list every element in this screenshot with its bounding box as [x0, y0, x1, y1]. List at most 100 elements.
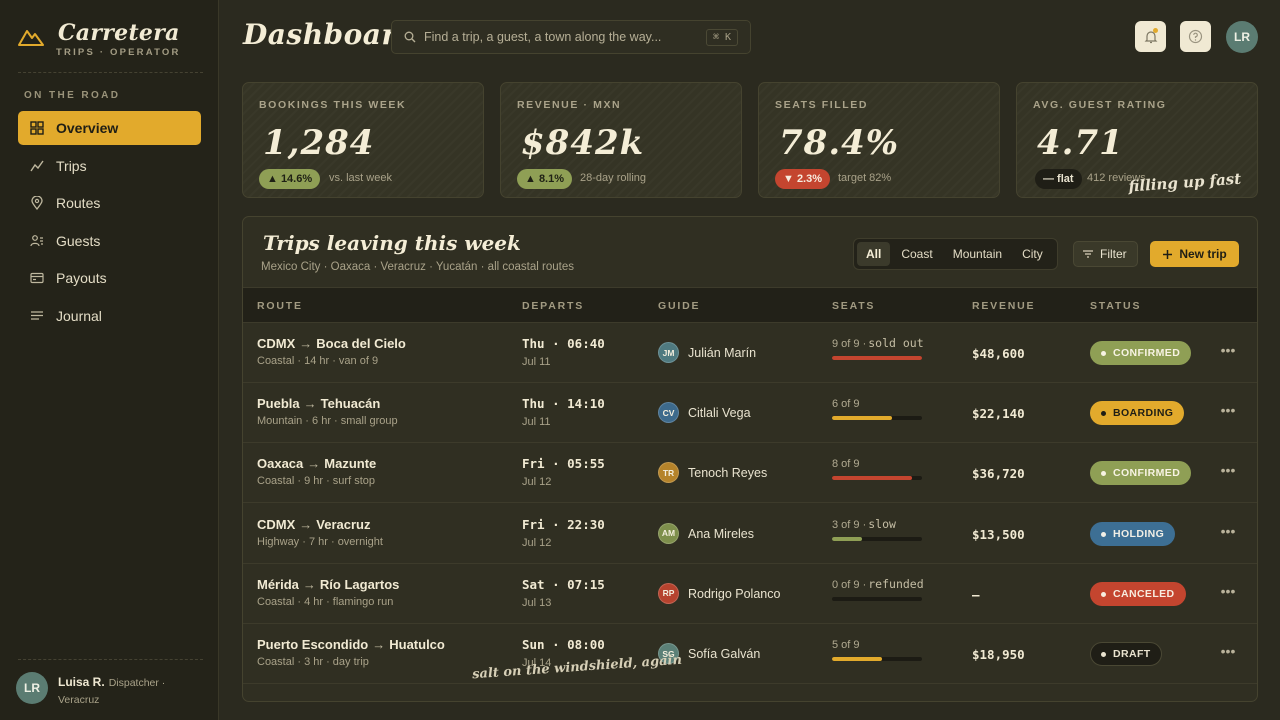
help-icon — [1188, 29, 1203, 44]
column-header-status[interactable]: STATUS — [1090, 300, 1142, 312]
guide-name[interactable]: Ana Mireles — [688, 526, 754, 541]
column-header-route[interactable]: ROUTE — [257, 300, 303, 312]
help-button[interactable] — [1180, 21, 1211, 52]
column-header-departs[interactable]: DEPARTS — [522, 300, 584, 312]
tab-mountain[interactable]: Mountain — [952, 247, 1003, 261]
sidebar-item-trips[interactable]: Trips — [18, 149, 201, 183]
route-to: Tehuacán — [320, 396, 381, 412]
table-row[interactable]: Puerto Escondido → Huatulco Coastal · 3 hr … — [243, 624, 1257, 684]
trip-revenue: — — [972, 586, 980, 602]
stat-label: AVG. GUEST RATING — [1033, 99, 1167, 111]
seats-value: 8 of 9 — [832, 458, 860, 471]
arrow-right-icon: → — [303, 396, 317, 412]
panel-title: Trips leaving this week — [263, 231, 521, 255]
arrow-right-icon: → — [372, 637, 386, 652]
trend-icon — [30, 159, 44, 173]
table-row[interactable]: CDMX → Boca del Cielo Coastal · 14 hr · van… — [243, 323, 1257, 383]
tab-city[interactable]: City — [1022, 247, 1043, 261]
notifications-button[interactable] — [1135, 21, 1166, 52]
user-role-text: Dispatcher · Veracruz — [58, 677, 166, 706]
seats-progress-fill — [832, 416, 893, 421]
delta-badge: ▼ 2.3% — [775, 169, 831, 189]
sidebar-item-label: Trips — [56, 157, 87, 174]
route-name[interactable]: Puebla → Tehuacán — [257, 396, 380, 411]
departure-time: Thu · 06:40 — [522, 336, 605, 351]
arrow-right-icon: → — [302, 576, 316, 592]
sidebar-item-label: Payouts — [56, 270, 107, 286]
route-name[interactable]: Puerto Escondido → Huatulco — [257, 637, 445, 652]
panel-subtitle: Mexico City · Oaxaca · Veracruz · Yucatá… — [261, 261, 574, 273]
table-row[interactable]: Puebla → Tehuacán Mountain · 6 hr · small g… — [243, 383, 1257, 444]
route-name[interactable]: Oaxaca → Mazunte — [257, 456, 376, 471]
route-name[interactable]: CDMX → Veracruz — [257, 517, 370, 532]
stat-card-rating: AVG. GUEST RATING 4.71 — flat 412 review… — [1016, 82, 1258, 198]
sidebar-item-payouts[interactable]: Payouts — [18, 261, 201, 295]
sidebar-item-guests[interactable]: Guests — [18, 224, 201, 258]
trip-revenue: $18,950 — [972, 647, 1025, 662]
tab-all[interactable]: All — [857, 242, 891, 266]
notification-dot — [1153, 28, 1158, 33]
delta-note: 28-day rolling — [580, 172, 647, 184]
sidebar-item-overview[interactable]: Overview — [18, 111, 201, 145]
seats-value: 3 of 9 · — [832, 518, 867, 531]
more-actions-icon[interactable]: ••• — [1220, 462, 1236, 479]
guide-name[interactable]: Sofía Galván — [688, 647, 761, 661]
table-row[interactable]: CDMX → Veracruz Highway · 7 hr · overnight F… — [243, 504, 1257, 564]
guide-name[interactable]: Rodrigo Polanco — [688, 586, 781, 601]
stat-card-revenue: REVENUE · MXN $842k ▲ 8.1% 28-day rollin… — [500, 82, 742, 198]
more-actions-icon[interactable]: ••• — [1220, 643, 1236, 659]
avatar: LR — [16, 672, 48, 704]
guide-avatar: RP — [658, 582, 679, 604]
more-actions-icon[interactable]: ••• — [1220, 402, 1236, 419]
route-name[interactable]: CDMX → Boca del Cielo — [257, 336, 406, 351]
guide-name[interactable]: Julián Marín — [688, 346, 757, 360]
guide-name[interactable]: Citlali Vega — [688, 406, 751, 421]
avatar[interactable]: LR — [1226, 21, 1258, 53]
table-row[interactable]: Oaxaca → Mazunte Coastal · 9 hr · surf stop… — [243, 443, 1257, 504]
more-actions-icon[interactable]: ••• — [1220, 582, 1236, 599]
new-trip-button[interactable]: New trip — [1150, 241, 1239, 267]
stat-value: $842k — [521, 123, 645, 163]
departure-time: Fri · 05:55 — [522, 456, 605, 472]
seats-progress-bar — [832, 356, 922, 360]
sidebar-item-journal[interactable]: Journal — [18, 299, 201, 333]
departure-date: Jul 11 — [522, 416, 551, 429]
stat-value: 78.4% — [779, 123, 900, 163]
user-block[interactable]: LR Luisa R. Dispatcher · Veracruz — [16, 672, 206, 708]
route-to: Mazunte — [324, 456, 377, 472]
new-trip-label: New trip — [1179, 247, 1227, 261]
table-row[interactable]: Mérida → Río Lagartos Coastal · 4 hr · flam… — [243, 564, 1257, 624]
route-from: CDMX — [257, 516, 296, 532]
brand[interactable]: Carretera TRIPS · OPERATOR — [18, 18, 203, 68]
user-role: Luisa R. Dispatcher · Veracruz — [58, 674, 208, 709]
sidebar-item-routes[interactable]: Routes — [18, 186, 201, 220]
seats-count: 5 of 9 — [832, 637, 862, 651]
departure-time: Fri · 22:30 — [522, 516, 605, 532]
wallet-icon — [30, 271, 44, 285]
route-name[interactable]: Mérida → Río Lagartos — [257, 577, 399, 592]
brand-subtitle: TRIPS · OPERATOR — [56, 47, 181, 58]
filter-button[interactable]: Filter — [1073, 241, 1138, 267]
route-from: Puebla — [257, 396, 300, 412]
guide-avatar: JM — [658, 342, 679, 363]
nav-section-label: ON THE ROAD — [24, 90, 121, 101]
table-header: ROUTE DEPARTS GUIDE SEATS REVENUE STATUS — [243, 287, 1257, 323]
more-actions-icon[interactable]: ••• — [1220, 522, 1236, 539]
search-input[interactable] — [424, 30, 704, 44]
sidebar-item-label: Overview — [56, 120, 119, 136]
stat-value: 1,284 — [263, 123, 375, 163]
route-meta: Coastal · 9 hr · surf stop — [257, 475, 375, 488]
seats-note: slow — [868, 516, 896, 531]
guide-name[interactable]: Tenoch Reyes — [688, 466, 768, 481]
arrow-right-icon: → — [299, 516, 313, 532]
route-from: Mérida — [257, 576, 299, 592]
column-header-seats[interactable]: SEATS — [832, 300, 876, 312]
column-header-guide[interactable]: GUIDE — [658, 300, 701, 312]
sidebar-item-label: Guests — [56, 232, 101, 249]
column-header-revenue[interactable]: REVENUE — [972, 300, 1036, 312]
sidebar-item-label: Routes — [56, 195, 101, 211]
tab-coast[interactable]: Coast — [901, 247, 933, 261]
filter-label: Filter — [1100, 247, 1127, 261]
search-bar[interactable]: ⌘ K — [391, 20, 751, 54]
more-actions-icon[interactable]: ••• — [1220, 342, 1236, 358]
